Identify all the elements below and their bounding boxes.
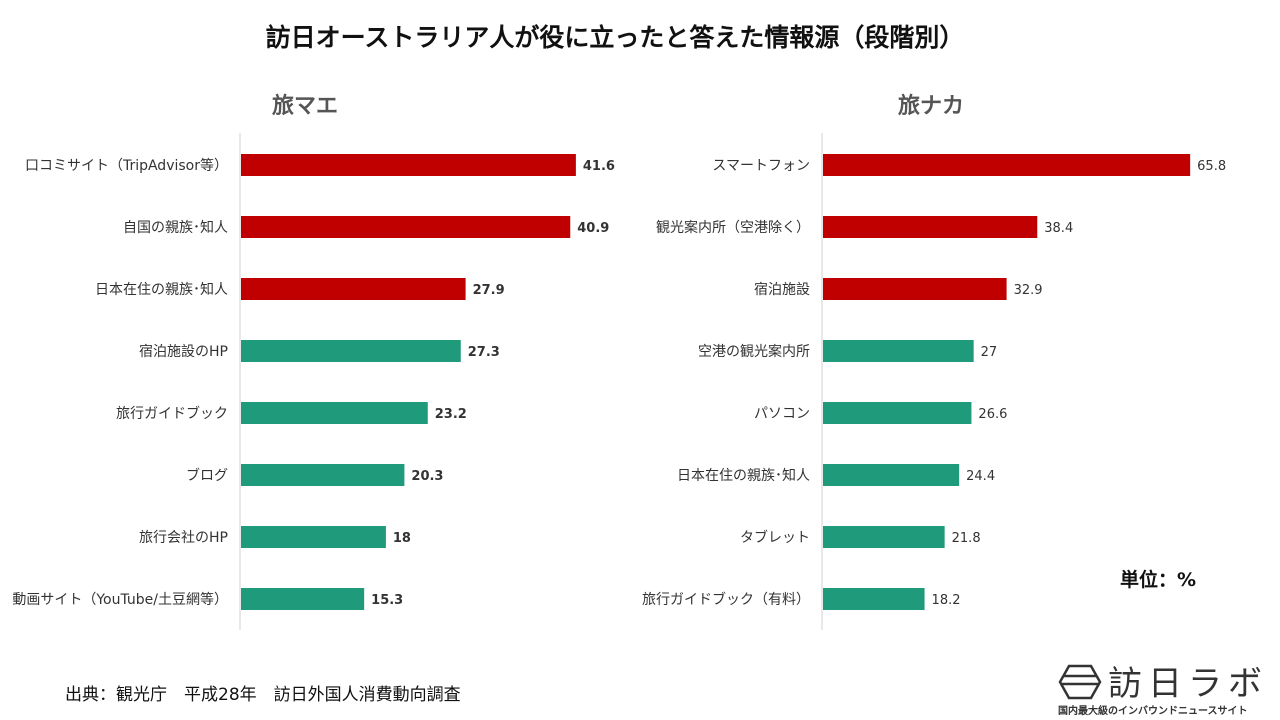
logo-hexagon-icon — [1058, 664, 1102, 700]
bar — [241, 588, 365, 610]
category-label: 動画サイト（YouTube/土豆網等） — [12, 591, 228, 608]
logo-tagline: 国内最大級のインバウンドニュースサイト — [1058, 706, 1248, 717]
value-label: 18.2 — [932, 593, 961, 608]
category-label: ブログ — [186, 467, 228, 484]
unit-label: 単位：% — [1120, 569, 1197, 591]
bar — [823, 154, 1191, 176]
category-label: 宿泊施設 — [754, 281, 810, 298]
category-label: 旅行ガイドブック（有料） — [642, 591, 810, 608]
logo-name: 訪日ラボ — [1108, 664, 1268, 704]
value-label: 24.4 — [966, 469, 995, 484]
bar — [241, 216, 571, 238]
category-label: 観光案内所（空港除く） — [656, 219, 810, 236]
value-label: 21.8 — [952, 531, 981, 546]
bar — [823, 216, 1038, 238]
bar — [241, 402, 428, 424]
bar — [823, 340, 974, 362]
category-label: 空港の観光案内所 — [698, 343, 810, 360]
value-label: 65.8 — [1197, 159, 1226, 174]
category-label: 口コミサイト（TripAdvisor等） — [25, 157, 228, 174]
value-label: 38.4 — [1044, 221, 1073, 236]
value-label: 40.9 — [577, 221, 609, 236]
logo: 訪日ラボ 国内最大級のインバウンドニュースサイト — [1058, 660, 1268, 718]
value-label: 15.3 — [371, 593, 403, 608]
bar — [241, 464, 405, 486]
bar — [823, 464, 960, 486]
category-label: タブレット — [740, 529, 810, 546]
value-label: 27 — [981, 345, 998, 360]
chart-title: 訪日オーストラリア人が役に立ったと答えた情報源（段階別） — [265, 23, 965, 52]
bar — [241, 154, 576, 176]
bar — [241, 526, 386, 548]
value-label: 41.6 — [583, 159, 615, 174]
right-chart-title: 旅ナカ — [898, 94, 965, 119]
value-label: 23.2 — [435, 407, 467, 422]
category-label: 旅行会社のHP — [139, 530, 228, 546]
category-label: パソコン — [754, 406, 810, 422]
value-label: 20.3 — [411, 469, 443, 484]
category-label: 日本在住の親族･知人 — [677, 467, 810, 484]
value-label: 27.3 — [468, 345, 500, 360]
value-label: 27.9 — [473, 283, 505, 298]
category-label: 旅行ガイドブック — [116, 405, 228, 422]
value-label: 26.6 — [978, 407, 1007, 422]
category-label: スマートフォン — [712, 158, 810, 174]
bar — [823, 402, 972, 424]
left-chart-title: 旅マエ — [272, 94, 339, 119]
bar — [241, 278, 466, 300]
category-label: 自国の親族･知人 — [123, 219, 228, 236]
value-label: 32.9 — [1014, 283, 1043, 298]
bar — [241, 340, 461, 362]
category-label: 日本在住の親族･知人 — [95, 281, 228, 298]
source-note: 出典：観光庁 平成28年 訪日外国人消費動向調査 — [65, 685, 461, 705]
bar — [823, 588, 925, 610]
value-label: 18 — [393, 531, 411, 546]
bar — [823, 526, 945, 548]
category-label: 宿泊施設のHP — [139, 343, 228, 360]
bar — [823, 278, 1007, 300]
